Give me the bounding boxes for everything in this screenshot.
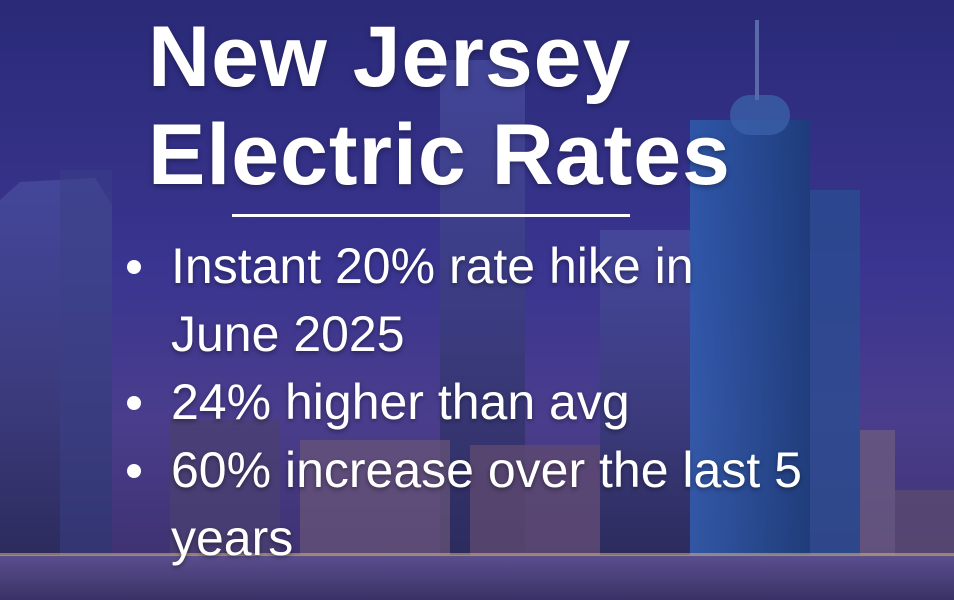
- divider: [232, 214, 630, 217]
- title-line: New Jersey: [148, 9, 632, 105]
- bullet-item: Instant 20% rate hike in June 2025: [125, 232, 815, 368]
- bullet-item: 24% higher than avg: [125, 368, 815, 436]
- bullet-item: 60% increase over the last 5 years: [125, 436, 815, 572]
- title-line: Electric Rates: [148, 107, 731, 203]
- bullet-list: Instant 20% rate hike in June 2025 24% hi…: [125, 232, 815, 572]
